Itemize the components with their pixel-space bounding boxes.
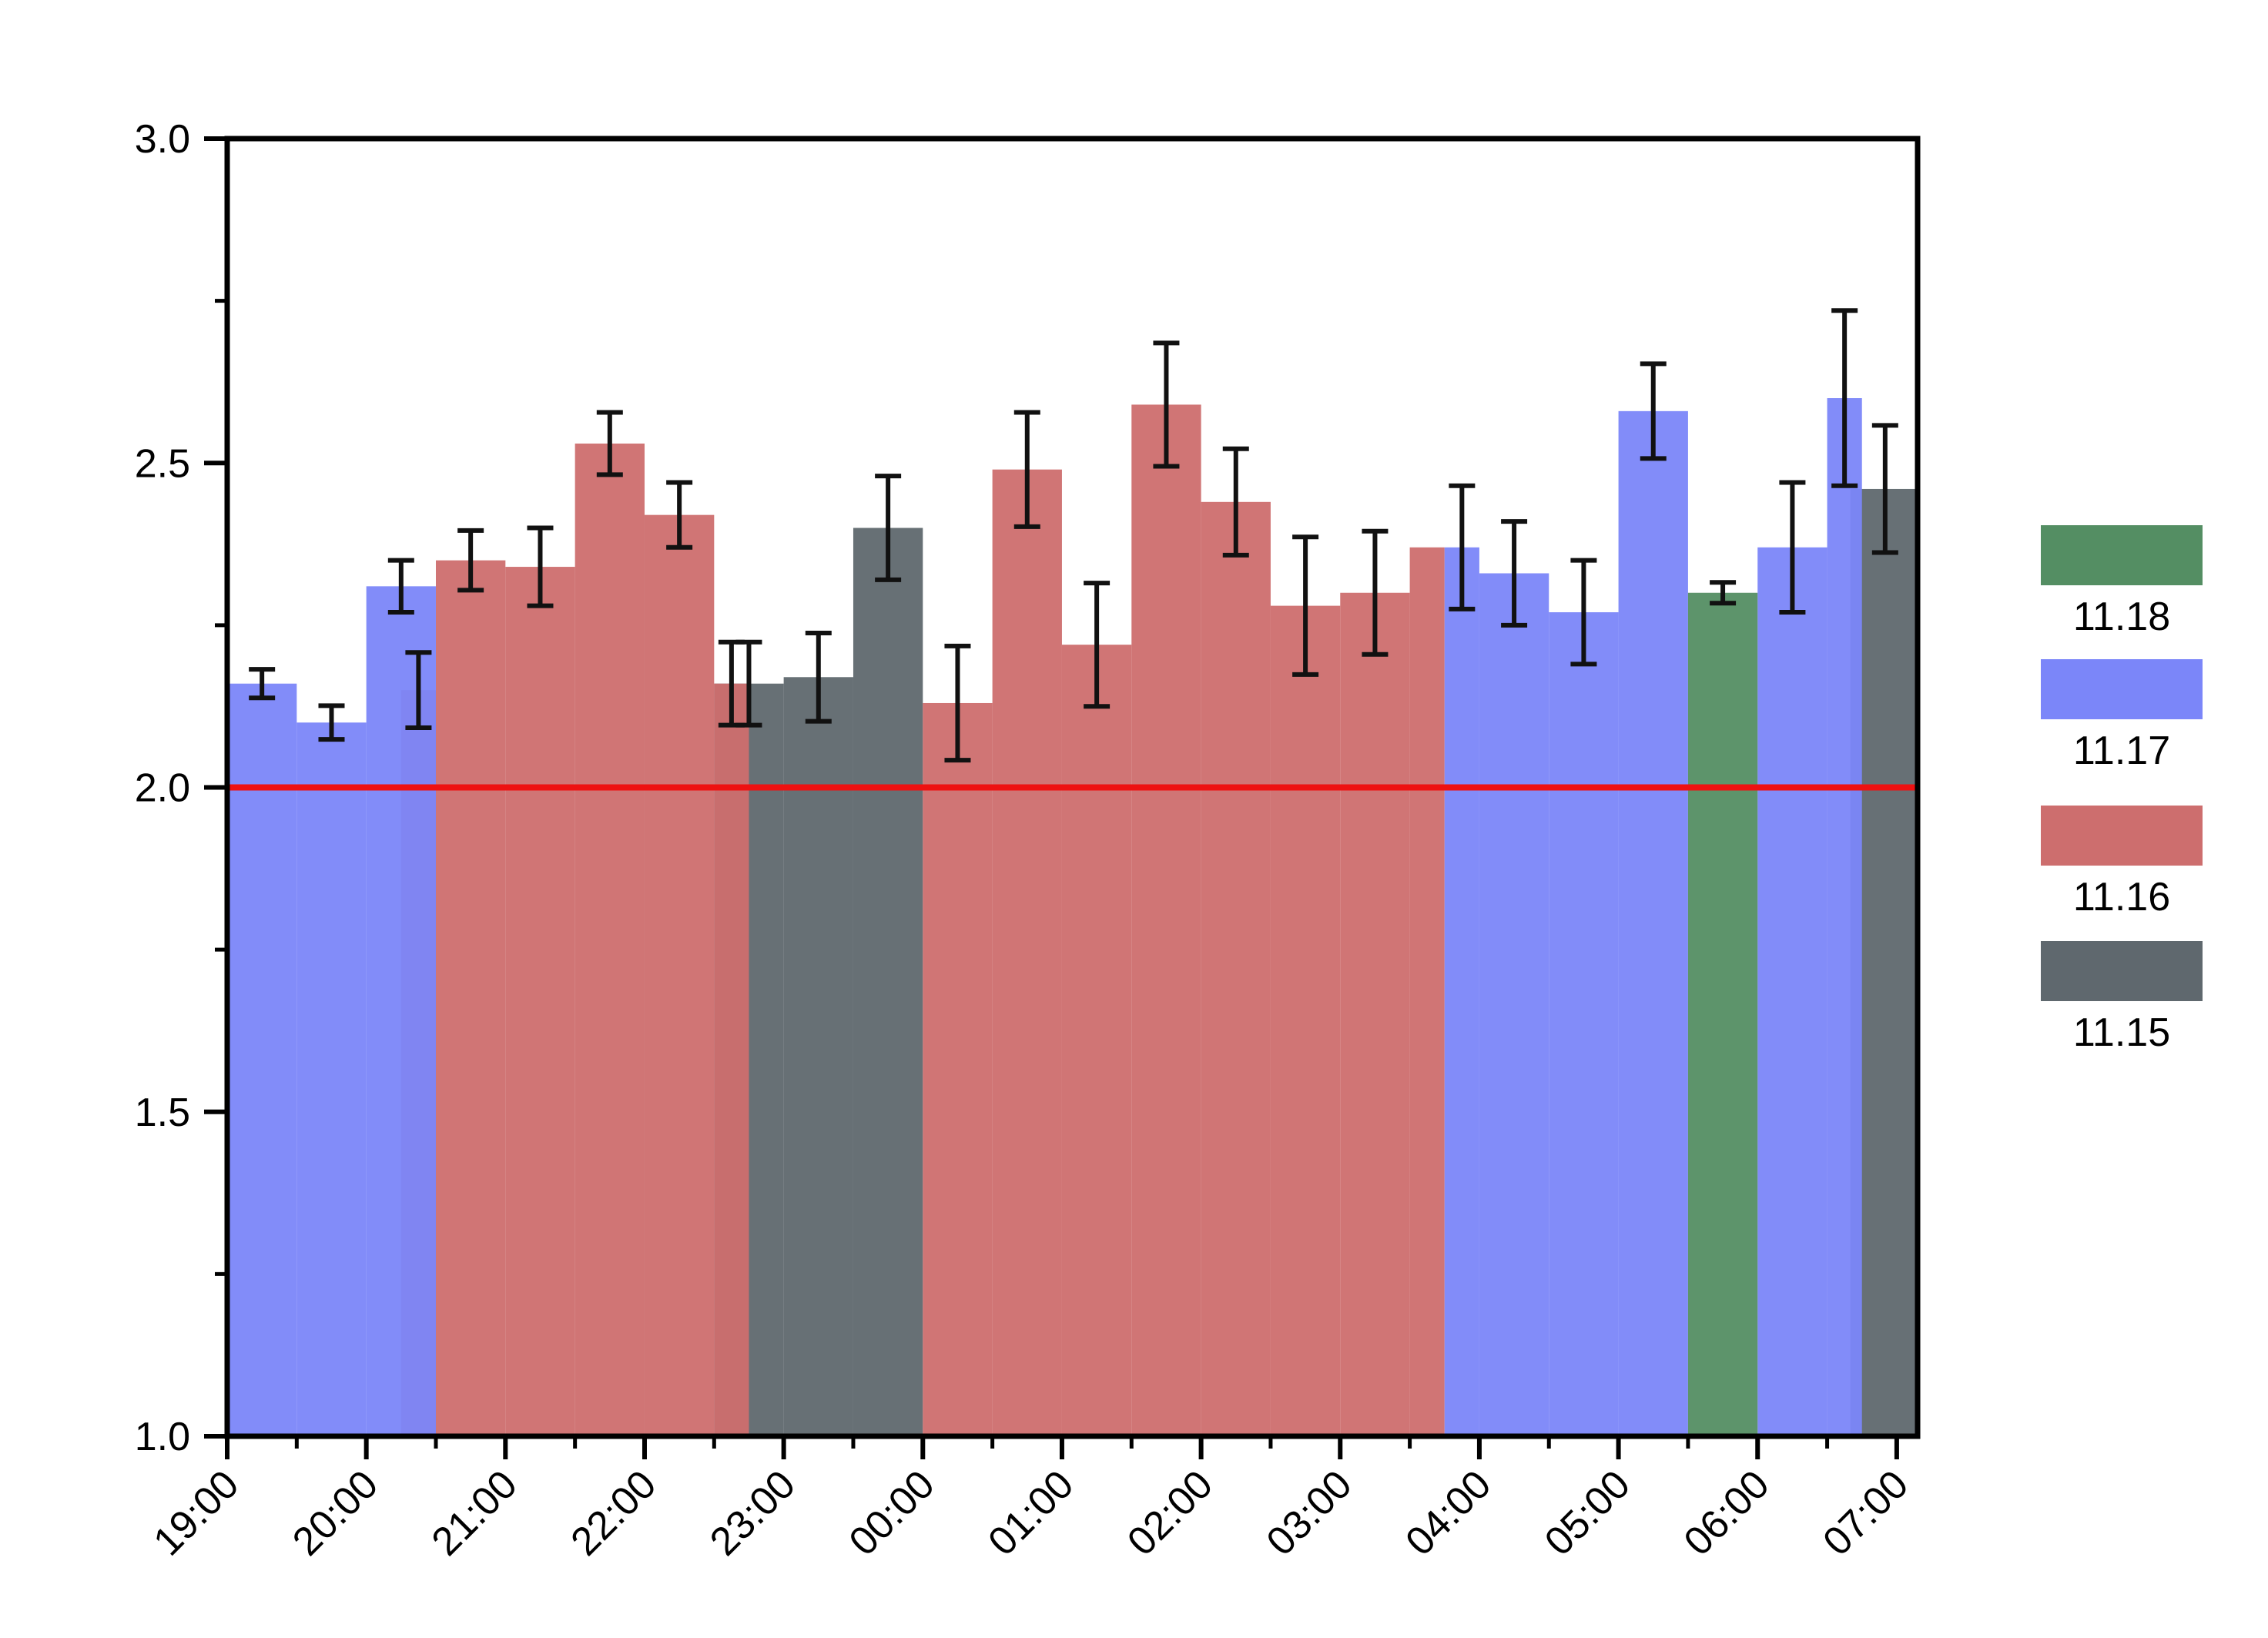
bar-11-16-2 [505, 567, 575, 1436]
y-tick-label: 2.5 [135, 441, 190, 486]
bar-11-17-2 [366, 586, 436, 1437]
bar-11-15-2 [853, 528, 923, 1436]
error-bar-11-17-2 [387, 558, 414, 615]
error-bar-11-17-1 [318, 703, 345, 742]
error-bar-11-15-1 [805, 630, 832, 724]
bar-11-17-1 [296, 722, 367, 1436]
bar-11-17-0 [227, 683, 297, 1436]
error-bar-11-16-4 [666, 480, 693, 550]
legend-swatch [2041, 659, 2203, 719]
error-bar-11-15-3 [1871, 423, 1898, 555]
bar-11-17-4 [1479, 573, 1549, 1436]
error-bar-11-15-2 [875, 474, 902, 582]
bar-11-16-4 [644, 514, 715, 1436]
bar-11-16-9 [1131, 404, 1201, 1436]
error-bar-11-16-6 [944, 643, 971, 763]
error-bar-11-16-3 [596, 410, 623, 477]
bar-11-16-13 [1409, 547, 1445, 1436]
bar-11-16-12 [1340, 592, 1410, 1436]
bar-11-16-5 [714, 683, 749, 1436]
legend-swatch [2041, 525, 2203, 585]
error-bar-11-17-6 [1640, 361, 1667, 461]
y-tick-label: 2.0 [135, 766, 190, 811]
error-bar-11-17-3 [1449, 483, 1476, 611]
bar-11-17-6 [1618, 410, 1688, 1436]
error-bar-11-15-0 [735, 639, 762, 728]
error-bar-11-16-9 [1153, 340, 1180, 469]
error-bar-11-16-11 [1292, 534, 1319, 677]
bar-11-17-7 [1757, 547, 1827, 1436]
bar-11-15-1 [783, 677, 853, 1436]
error-bar-11-17-5 [1570, 558, 1597, 667]
error-bar-11-16-1 [457, 528, 484, 593]
error-bar-11-17-4 [1501, 519, 1528, 628]
legend-item-11-18: 11.18 [2041, 525, 2203, 639]
error-bar-11-16-12 [1362, 528, 1389, 657]
error-bar-11-16-2 [527, 525, 554, 608]
y-tick-label: 3.0 [135, 117, 190, 162]
error-bar-11-16-8 [1084, 581, 1111, 709]
error-bar-11-16-7 [1013, 410, 1040, 529]
legend-label: 11.17 [2073, 729, 2170, 773]
legend-swatch [2041, 806, 2203, 866]
bar-11-17-5 [1549, 612, 1619, 1436]
bar-11-18-0 [1687, 592, 1758, 1436]
bar-11-16-11 [1270, 605, 1341, 1436]
legend-label: 11.18 [2073, 595, 2170, 639]
legend-item-11-17: 11.17 [2041, 659, 2203, 773]
bar-11-16-6 [923, 702, 993, 1436]
legend-label: 11.15 [2073, 1010, 2170, 1055]
legend-swatch [2041, 941, 2203, 1001]
legend: 11.18 11.17 11.16 11.15 [2041, 525, 2203, 1055]
bars-layer [227, 398, 1921, 1437]
bar-11-16-3 [575, 443, 645, 1436]
error-bar-11-16-0 [405, 650, 432, 730]
error-bar-11-17-8 [1831, 308, 1858, 488]
legend-label: 11.16 [2073, 875, 2170, 919]
bar-11-16-1 [435, 560, 506, 1436]
error-bar-11-17-7 [1779, 480, 1806, 615]
bar-11-17-3 [1444, 547, 1479, 1436]
error-bar-11-16-10 [1222, 446, 1249, 558]
bar-11-16-10 [1201, 501, 1271, 1436]
bar-11-16-8 [1061, 645, 1132, 1436]
legend-item-11-16: 11.16 [2041, 806, 2203, 919]
bar-11-17-8 [1827, 398, 1862, 1436]
y-tick-label: 1.5 [135, 1090, 190, 1135]
error-bar-11-17-0 [249, 667, 276, 701]
bar-11-16-7 [992, 469, 1062, 1436]
error-bars-layer [249, 308, 1898, 763]
legend-item-11-15: 11.15 [2041, 941, 2203, 1055]
error-bar-11-18-0 [1710, 580, 1737, 606]
y-tick-label: 1.0 [135, 1415, 190, 1459]
